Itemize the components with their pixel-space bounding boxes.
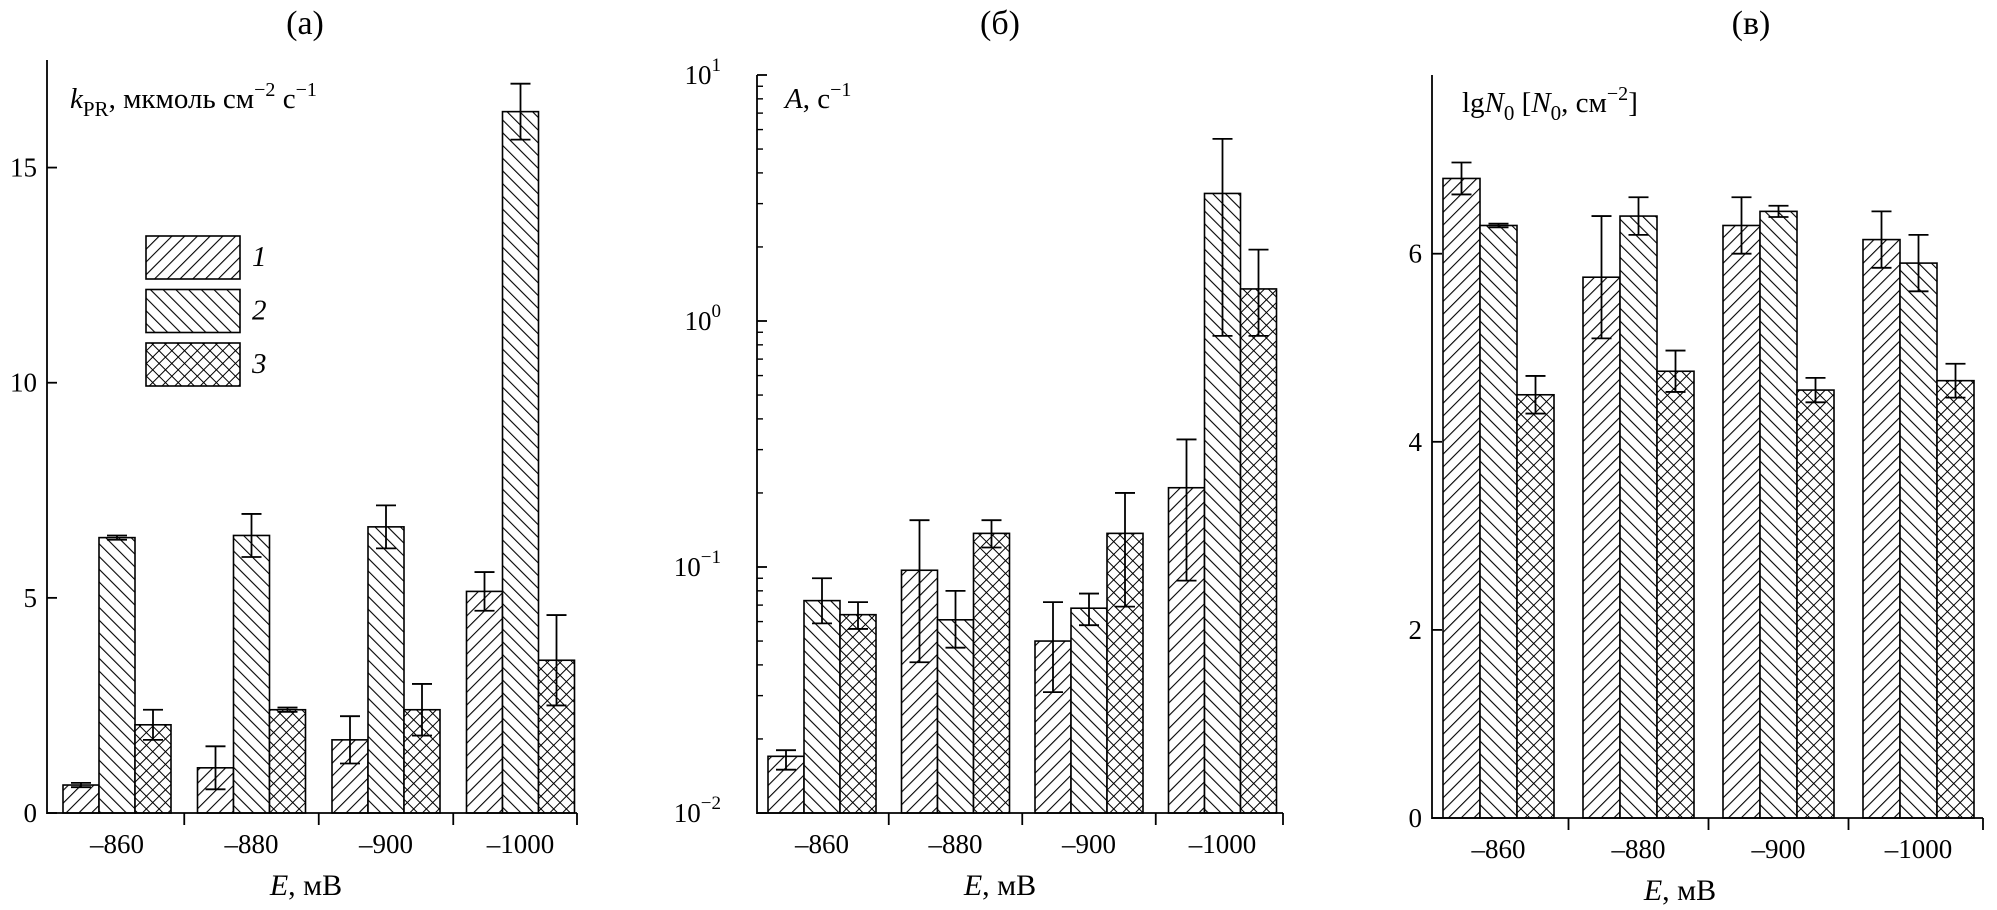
x-tick-label-3: –1000 [486, 829, 555, 859]
x-tick-label-0: –860 [794, 829, 849, 859]
x-tick-label-3: –1000 [1884, 834, 1953, 864]
bar-series2-0 [1479, 224, 1518, 819]
bar-series3-0 [839, 613, 877, 814]
legend-swatch-1 [145, 235, 241, 280]
panel-b: (б) A, с−1 E, мВ 10−2 10−1 100 101 –860 –880 –… [674, 5, 1284, 902]
bar-series2-2 [367, 526, 405, 814]
y-tick-label-2: 10 [10, 368, 37, 398]
legend-label-3: 3 [251, 348, 267, 380]
panel-b-ylabel: A, с−1 [783, 79, 851, 115]
x-tick-label-3: –1000 [1188, 829, 1257, 859]
panel-c-bars [1442, 177, 1975, 819]
bar-series3-3 [1239, 288, 1278, 814]
bar-series2-2 [1070, 607, 1108, 814]
y-tick-label-1: 2 [1409, 615, 1423, 645]
bar-series2-0 [803, 599, 841, 814]
bar-series2-1 [1619, 215, 1658, 819]
panel-c-letter: (в) [1732, 5, 1771, 42]
panel-a-errorbars [71, 82, 567, 791]
panel-a: (а) kPR, мкмоль см−2 с−1 E, мВ 0 5 10 15 –86… [10, 5, 578, 902]
y-tick-label-3: 15 [10, 153, 37, 183]
bar-series3-3 [1936, 379, 1975, 819]
bar-series2-3 [1899, 262, 1938, 819]
panel-a-legend: 1 2 3 [145, 235, 267, 387]
x-tick-label-2: –900 [1061, 829, 1116, 859]
legend-swatch-2 [145, 288, 241, 334]
y-tick-label-1: 5 [24, 583, 38, 613]
y-tick-label-0: 10−2 [674, 793, 721, 828]
legend-label-1: 1 [252, 241, 267, 273]
x-tick-label-0: –860 [89, 829, 144, 859]
x-tick-label-2: –900 [1751, 834, 1806, 864]
panel-c-errorbars [1451, 161, 1966, 415]
legend-label-2: 2 [252, 295, 267, 327]
y-tick-label-1: 10−1 [674, 547, 721, 582]
bar-series1-3 [1862, 238, 1901, 819]
y-tick-label-0: 0 [24, 798, 38, 828]
panel-a-letter: (а) [286, 5, 324, 42]
bar-series3-0 [1516, 393, 1555, 819]
legend-swatch-3 [145, 342, 241, 387]
bar-series3-1 [1656, 370, 1695, 819]
x-tick-label-1: –880 [224, 829, 279, 859]
bar-series3-2 [1796, 389, 1835, 819]
panel-c-xlabel: E, мВ [1643, 874, 1716, 907]
y-tick-label-2: 100 [685, 301, 722, 336]
bar-series1-1 [1582, 276, 1621, 819]
panel-b-errorbars [776, 137, 1269, 771]
bar-series2-2 [1759, 210, 1798, 819]
panel-a-bars [62, 110, 576, 814]
bar-series2-3 [501, 110, 540, 814]
bar-series2-1 [936, 619, 975, 814]
x-tick-label-1: –880 [928, 829, 983, 859]
panel-b-axes: 10−2 10−1 100 101 –860 –880 –900 –1000 [674, 55, 1284, 859]
panel-c-axes: 0 2 4 6 –860 –880 –900 –1000 [1409, 75, 1984, 864]
panel-c-ylabel: lgN0 [N0, см−2] [1462, 83, 1638, 125]
panel-a-ylabel: kPR, мкмоль см−2 с−1 [70, 79, 317, 121]
x-tick-label-2: –900 [358, 829, 413, 859]
y-tick-label-3: 6 [1409, 239, 1423, 269]
bar-series2-1 [232, 534, 271, 814]
panel-c: (в) lgN0 [N0, см−2] E, мВ 0 2 4 6 –860 –880 –9… [1409, 5, 1984, 907]
y-tick-label-2: 4 [1409, 427, 1423, 457]
bar-series1-2 [1722, 224, 1761, 819]
bar-series1-0 [1442, 177, 1481, 819]
x-tick-label-1: –880 [1611, 834, 1666, 864]
panel-b-letter: (б) [980, 5, 1020, 42]
bar-series3-1 [972, 532, 1011, 814]
y-tick-label-3: 101 [685, 55, 722, 90]
panel-b-bars [767, 192, 1278, 814]
x-tick-label-0: –860 [1471, 834, 1526, 864]
bar-series3-1 [268, 708, 307, 814]
bar-series1-3 [465, 590, 504, 814]
panel-b-xlabel: E, мВ [963, 869, 1036, 902]
panel-a-xlabel: E, мВ [269, 869, 342, 902]
bar-series1-0 [62, 784, 100, 814]
bar-series3-2 [403, 708, 441, 814]
y-tick-label-0: 0 [1409, 803, 1423, 833]
bar-series2-0 [98, 536, 136, 814]
panel-a-axes: 0 5 10 15 –860 –880 –900 –1000 [10, 60, 578, 859]
